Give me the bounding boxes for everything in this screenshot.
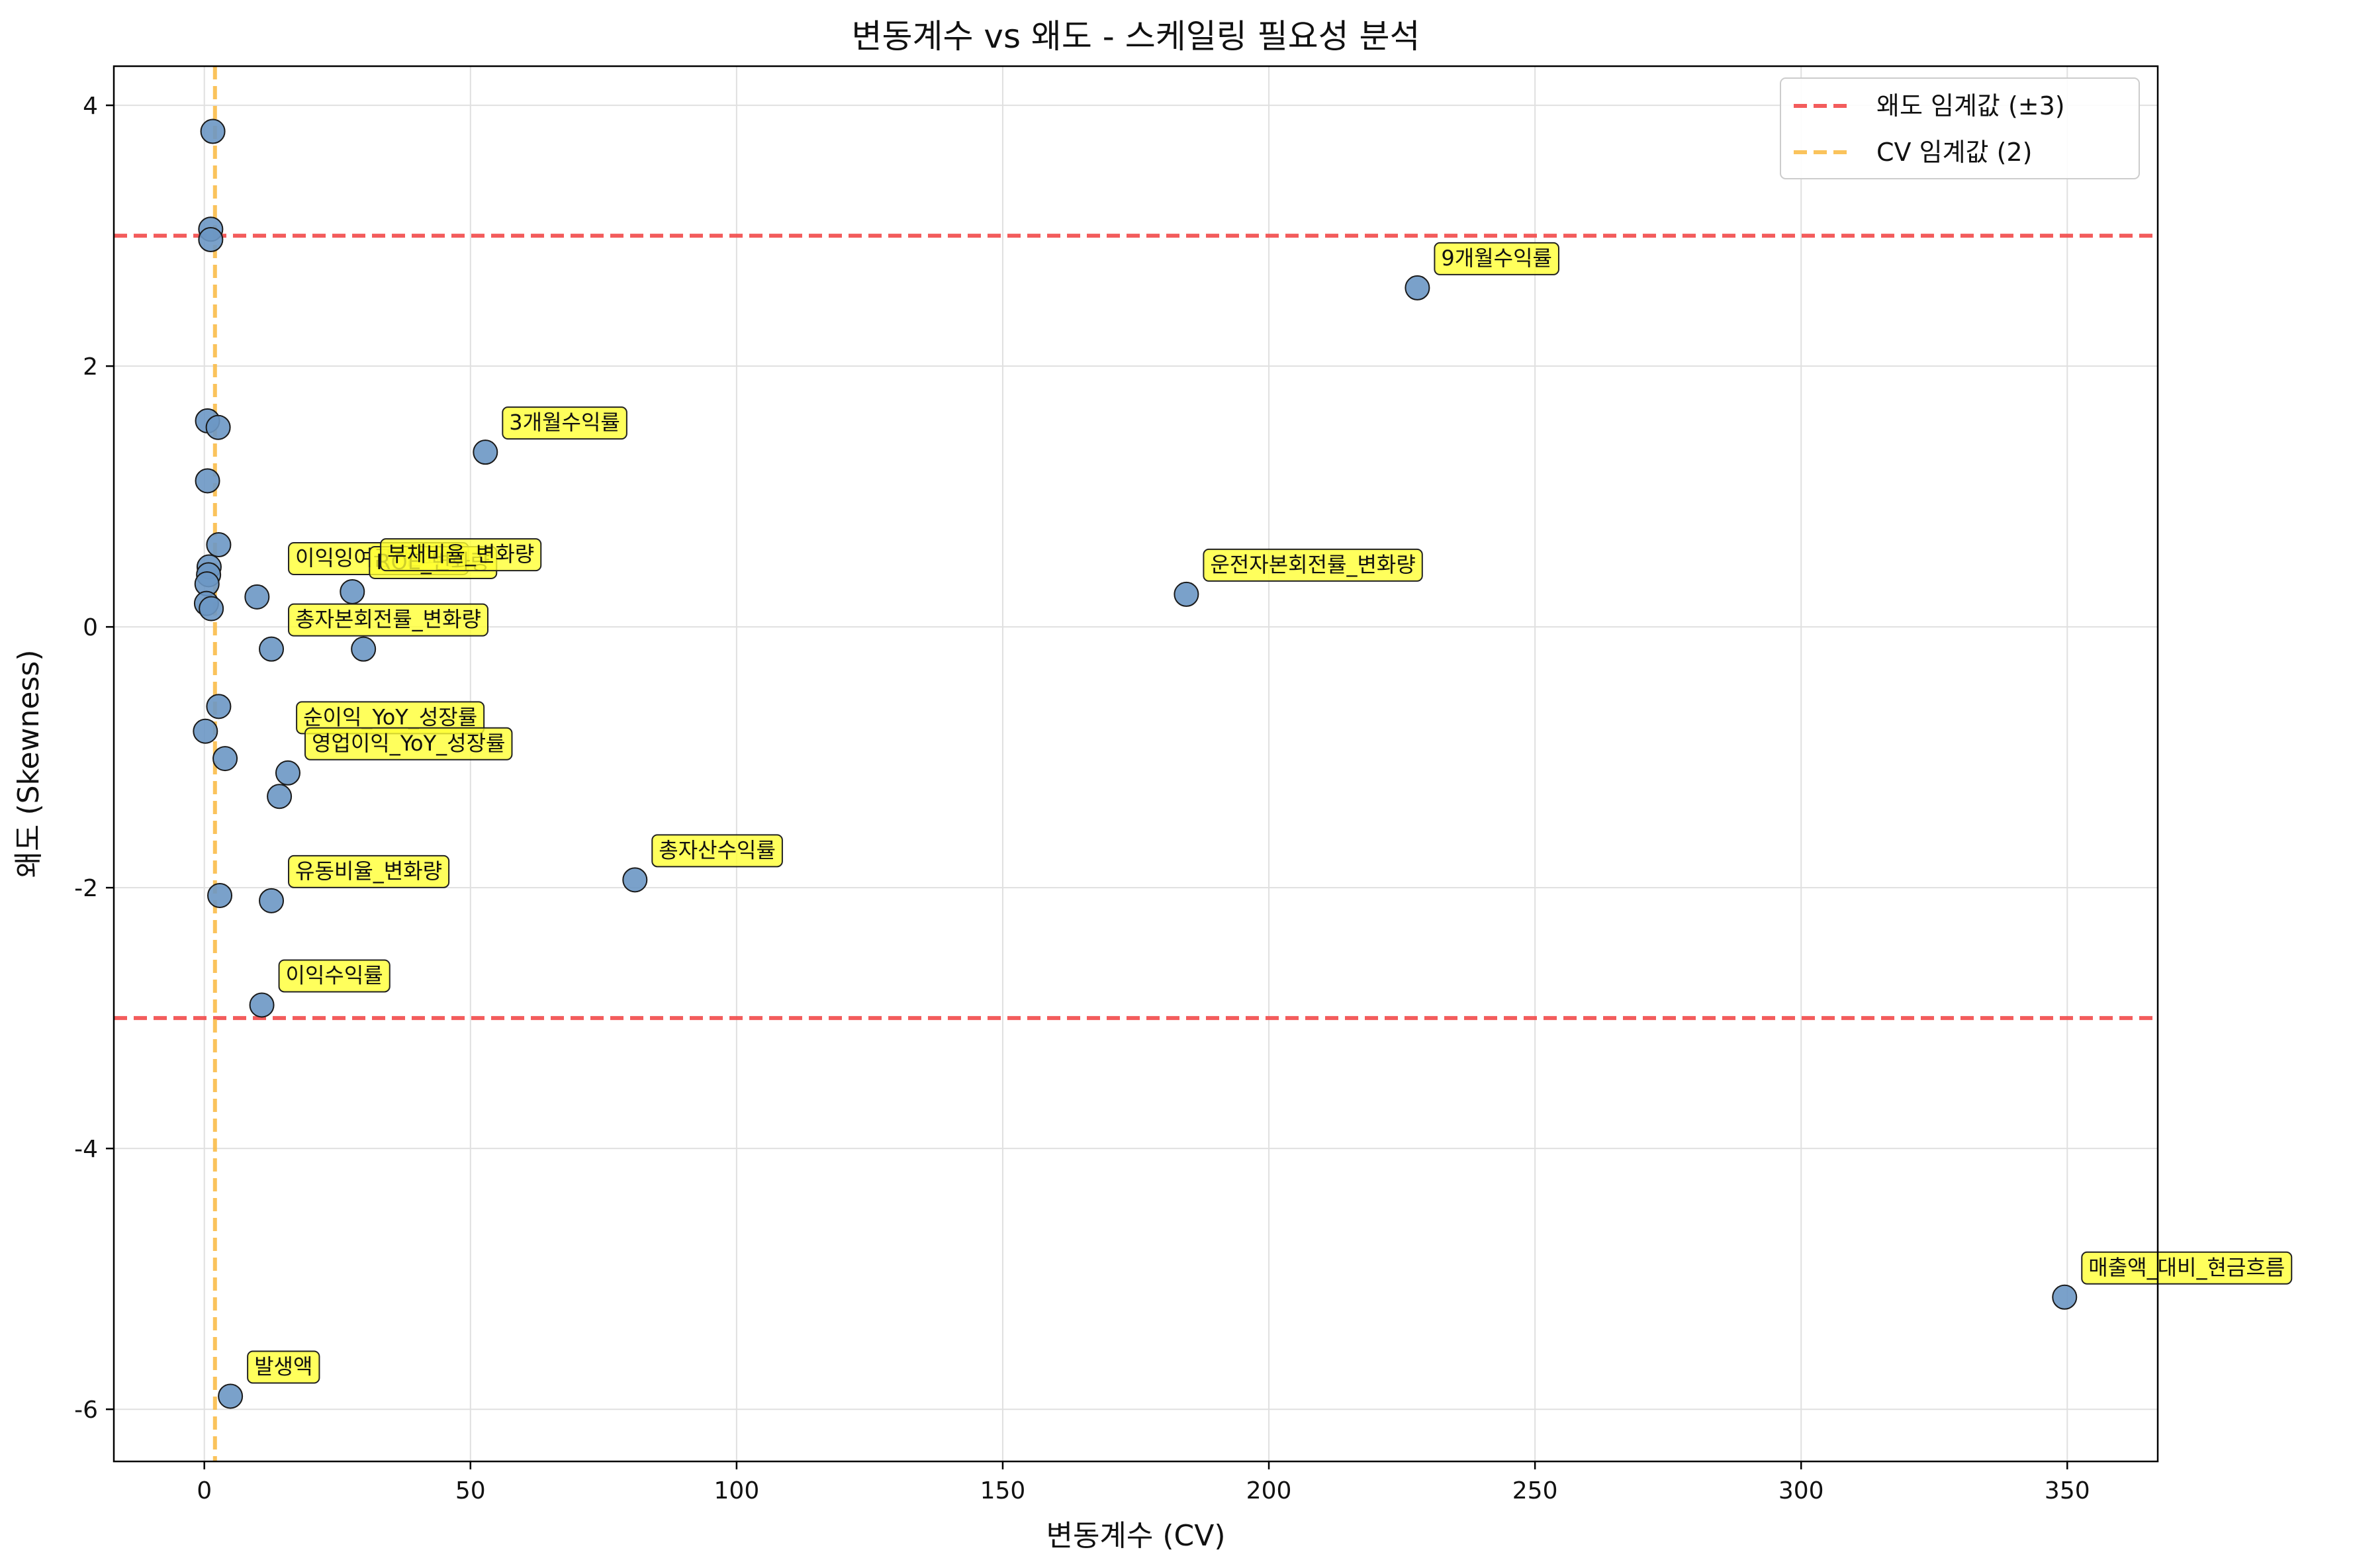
x-tick-label: 250 bbox=[1512, 1477, 1558, 1504]
x-tick-label: 0 bbox=[197, 1477, 212, 1504]
data-point bbox=[207, 882, 233, 908]
y-tick-label: -6 bbox=[74, 1397, 98, 1424]
x-tick-label: 150 bbox=[980, 1477, 1026, 1504]
y-tick-label: 0 bbox=[83, 614, 98, 641]
y-tick-label: 2 bbox=[83, 353, 98, 381]
data-point bbox=[205, 414, 231, 440]
x-tick-label: 100 bbox=[714, 1477, 760, 1504]
x-tick-label: 200 bbox=[1246, 1477, 1292, 1504]
data-point bbox=[206, 694, 232, 719]
annotation: 순이익_YoY_성장률 bbox=[296, 701, 485, 735]
annotation: 총자본회전률_변화량 bbox=[288, 603, 489, 637]
data-point bbox=[1174, 581, 1199, 607]
annotation-box bbox=[278, 959, 391, 993]
data-point bbox=[198, 227, 224, 253]
plot-frame bbox=[113, 65, 2159, 1463]
annotation-box bbox=[288, 603, 489, 637]
data-point bbox=[212, 746, 238, 772]
annotation-box bbox=[502, 406, 627, 440]
legend-box bbox=[1780, 77, 2140, 179]
annotation: 유동비율_변화량 bbox=[288, 854, 450, 888]
annotation-label: 총자산수익률 bbox=[659, 837, 776, 862]
annotations: 9개월수익률3개월수익률이익잉여금_변화량ROE_변화량부채비율_변화량운전자본… bbox=[247, 242, 2293, 1384]
annotation-box bbox=[1434, 242, 1559, 275]
annotation-box bbox=[1203, 548, 1423, 582]
annotation-label: 총자본회전률_변화량 bbox=[295, 607, 481, 632]
annotation: 3개월수익률 bbox=[502, 406, 627, 440]
data-point bbox=[193, 718, 218, 744]
annotation-label: 이익수익률 bbox=[286, 962, 383, 988]
annotation-label: 발생액 bbox=[254, 1354, 312, 1379]
annotation-label: 9개월수익률 bbox=[1441, 246, 1552, 271]
annotation-box bbox=[2081, 1251, 2293, 1285]
annotation: 매출액_대비_현금흐름 bbox=[2081, 1251, 2293, 1285]
x-tick-label: 50 bbox=[455, 1477, 486, 1504]
annotation-label: 순이익_YoY_성장률 bbox=[303, 704, 477, 729]
legend-label-cv-threshold: CV 임계값 (2) bbox=[1876, 138, 2032, 167]
data-point bbox=[195, 468, 220, 494]
data-point bbox=[259, 888, 285, 913]
annotation-box bbox=[247, 1350, 320, 1384]
annotation-label: 3개월수익률 bbox=[509, 410, 620, 435]
data-points bbox=[193, 118, 2078, 1409]
annotation: 총자산수익률 bbox=[651, 834, 783, 868]
annotation-label: 부채비율_변화량 bbox=[387, 541, 534, 567]
data-point bbox=[622, 867, 648, 893]
x-tick-label: 300 bbox=[1778, 1477, 1824, 1504]
data-point bbox=[249, 992, 275, 1018]
annotation-label: 매출액_대비_현금흐름 bbox=[2088, 1255, 2285, 1280]
x-axis-title: 변동계수 (CV) bbox=[1046, 1519, 1225, 1553]
y-tick-label: -2 bbox=[74, 875, 98, 902]
annotation: 발생액 bbox=[247, 1350, 320, 1384]
annotation-label: 영업이익_YoY_성장률 bbox=[312, 731, 506, 756]
annotation-label: 운전자본회전률_변화량 bbox=[1210, 552, 1415, 577]
x-tick-label: 350 bbox=[2045, 1477, 2090, 1504]
annotation: 이익수익률 bbox=[278, 959, 391, 993]
data-point bbox=[267, 784, 293, 809]
y-tick-label: 4 bbox=[83, 93, 98, 120]
annotation-box bbox=[651, 834, 783, 868]
data-point bbox=[2052, 1284, 2078, 1310]
data-point bbox=[259, 636, 285, 662]
annotation: 운전자본회전률_변화량 bbox=[1203, 548, 1423, 582]
annotation: 9개월수익률 bbox=[1434, 242, 1559, 275]
annotation: 영업이익_YoY_성장률 bbox=[304, 727, 513, 761]
data-point bbox=[218, 1383, 244, 1409]
data-point bbox=[275, 760, 300, 786]
annotation: 부채비율_변화량 bbox=[380, 538, 542, 572]
data-point bbox=[206, 532, 232, 558]
y-tick-label: -4 bbox=[74, 1136, 98, 1163]
legend-label-skew-threshold: 왜도 임계값 (±3) bbox=[1876, 91, 2065, 120]
data-point bbox=[340, 578, 365, 604]
grid-lines bbox=[114, 66, 2158, 1461]
data-point bbox=[244, 584, 270, 610]
legend: 왜도 임계값 (±3) CV 임계값 (2) bbox=[1780, 77, 2140, 179]
data-point bbox=[200, 118, 226, 144]
annotation-box bbox=[288, 854, 450, 888]
axis-ticks: 0 50 100 150 200 250 300 350 -6 -4 -2 0 2 4 bbox=[74, 93, 2090, 1504]
annotation-label: 유동비율_변화량 bbox=[295, 858, 442, 884]
data-point bbox=[1405, 275, 1430, 300]
annotation-box bbox=[304, 727, 513, 761]
data-point bbox=[473, 439, 498, 465]
chart-title: 변동계수 vs 왜도 - 스케일링 필요성 분석 bbox=[851, 17, 1420, 56]
annotation-box bbox=[380, 538, 542, 572]
y-axis-title: 왜도 (Skewness) bbox=[12, 650, 46, 878]
data-point bbox=[351, 636, 377, 662]
data-point bbox=[199, 596, 224, 622]
